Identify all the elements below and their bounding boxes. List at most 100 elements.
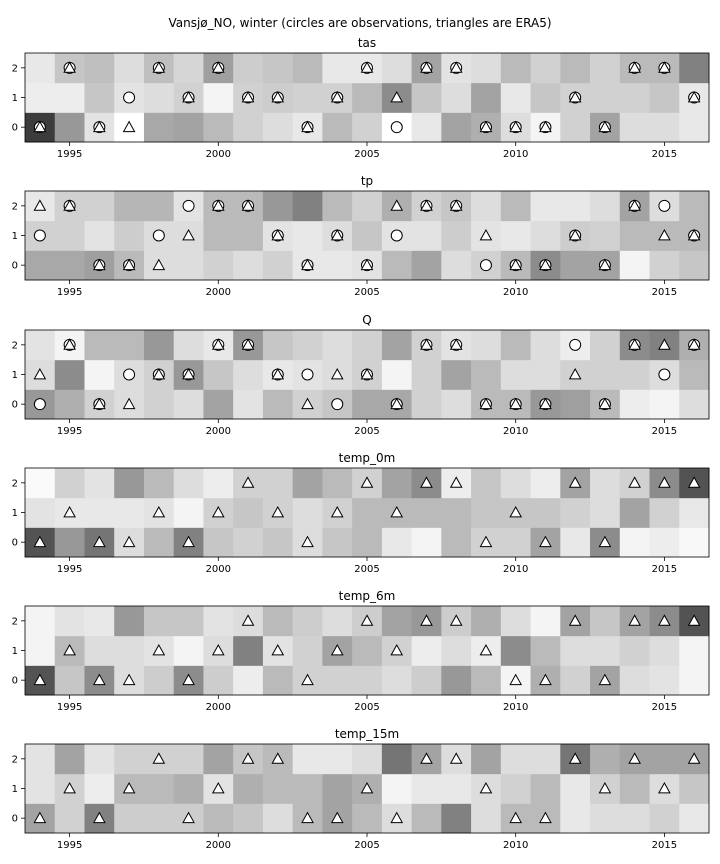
heatmap-cell bbox=[649, 635, 680, 666]
x-tick-label: 2015 bbox=[652, 426, 677, 437]
era5-triangle bbox=[449, 614, 463, 626]
heatmap-cell bbox=[352, 191, 383, 222]
heatmap-cell bbox=[173, 635, 204, 666]
heatmap-cell bbox=[679, 527, 710, 558]
heatmap-cell bbox=[322, 665, 353, 696]
observation-circle bbox=[301, 368, 314, 381]
x-tick-label: 2000 bbox=[206, 149, 231, 160]
heatmap-cell bbox=[500, 606, 532, 637]
heatmap-cell bbox=[560, 497, 591, 528]
heatmap-cell bbox=[84, 330, 115, 361]
era5-triangle bbox=[271, 228, 285, 241]
heatmap-cell bbox=[649, 250, 680, 281]
heatmap-cell bbox=[590, 635, 621, 666]
heatmap-cell bbox=[173, 250, 204, 281]
era5-triangle bbox=[568, 90, 582, 103]
heatmap-cell bbox=[590, 191, 621, 222]
x-tick-label: 2005 bbox=[354, 702, 379, 713]
heatmap-cell bbox=[411, 665, 442, 696]
heatmap-cell bbox=[500, 468, 532, 499]
era5-triangle bbox=[390, 811, 404, 824]
heatmap-cell bbox=[530, 606, 561, 637]
era5-triangle bbox=[539, 811, 552, 824]
y-tick-label: 2 bbox=[12, 754, 18, 765]
x-tick-label: 1995 bbox=[57, 840, 82, 851]
era5-triangle bbox=[211, 338, 225, 350]
heatmap-cell bbox=[54, 606, 85, 637]
heatmap-cell bbox=[143, 191, 175, 222]
heatmap-cell bbox=[590, 803, 621, 834]
era5-triangle bbox=[182, 367, 195, 380]
heatmap-cell bbox=[84, 220, 115, 251]
heatmap-cell bbox=[292, 773, 323, 804]
era5-triangle bbox=[658, 614, 671, 626]
heatmap-cell bbox=[471, 606, 502, 637]
heatmap-cell bbox=[203, 250, 234, 281]
era5-triangle bbox=[152, 752, 166, 764]
y-tick-label: 0 bbox=[12, 400, 18, 411]
heatmap-cell bbox=[352, 389, 383, 420]
heatmap-cell bbox=[471, 497, 502, 528]
heatmap-cell bbox=[25, 330, 56, 361]
heatmap-cell bbox=[203, 606, 234, 637]
heatmap-cell bbox=[173, 468, 204, 499]
era5-triangle bbox=[301, 811, 314, 824]
heatmap-cell bbox=[352, 330, 383, 361]
heatmap-cell bbox=[619, 773, 651, 804]
heatmap-cell bbox=[381, 330, 413, 361]
heatmap-cell bbox=[560, 191, 591, 222]
era5-triangle bbox=[568, 614, 582, 626]
era5-triangle bbox=[301, 673, 314, 686]
heatmap-cell bbox=[322, 606, 353, 637]
heatmap-cell bbox=[143, 606, 175, 637]
heatmap-cell bbox=[233, 635, 264, 666]
era5-triangle bbox=[539, 258, 552, 271]
heatmap-cell bbox=[203, 468, 234, 499]
heatmap-cell bbox=[381, 468, 413, 499]
heatmap-cell bbox=[25, 773, 56, 804]
heatmap-cell bbox=[262, 773, 294, 804]
heatmap-cell bbox=[619, 389, 651, 420]
heatmap-cell bbox=[84, 468, 115, 499]
heatmap-cell bbox=[441, 635, 472, 666]
heatmap-cell bbox=[649, 803, 680, 834]
era5-triangle bbox=[420, 199, 433, 211]
heatmap-cell bbox=[590, 468, 621, 499]
heatmap-cell bbox=[143, 527, 175, 558]
heatmap-cell bbox=[441, 250, 472, 281]
era5-triangle bbox=[271, 90, 285, 103]
era5-triangle bbox=[568, 476, 582, 488]
heatmap-cell bbox=[54, 220, 85, 251]
heatmap-cell bbox=[530, 468, 561, 499]
x-tick-label: 2010 bbox=[503, 840, 528, 851]
heatmap-cell bbox=[54, 112, 85, 143]
era5-triangle bbox=[658, 781, 671, 794]
heatmap-cell bbox=[262, 803, 294, 834]
era5-triangle bbox=[122, 397, 136, 410]
era5-triangle bbox=[479, 535, 493, 548]
era5-triangle bbox=[211, 781, 225, 794]
heatmap-cell bbox=[500, 220, 532, 251]
era5-triangle bbox=[479, 397, 493, 410]
heatmap-cell bbox=[471, 665, 502, 696]
heatmap-cell bbox=[500, 82, 532, 113]
era5-triangle bbox=[568, 752, 582, 764]
heatmap-cell bbox=[54, 803, 85, 834]
x-tick-label: 2000 bbox=[206, 287, 231, 298]
heatmap-cell bbox=[381, 744, 413, 775]
era5-triangle bbox=[449, 338, 463, 350]
heatmap-cell bbox=[203, 803, 234, 834]
heatmap-cell bbox=[352, 665, 383, 696]
heatmap-cell bbox=[649, 389, 680, 420]
era5-triangle bbox=[182, 228, 195, 241]
heatmap-cell bbox=[233, 527, 264, 558]
x-tick-label: 2010 bbox=[503, 149, 528, 160]
x-tick-label: 2005 bbox=[354, 840, 379, 851]
x-tick-label: 2010 bbox=[503, 702, 528, 713]
heatmap-cell bbox=[114, 53, 145, 84]
era5-triangle bbox=[509, 673, 523, 686]
heatmap-cell bbox=[411, 527, 442, 558]
heatmap-cell bbox=[441, 497, 472, 528]
x-tick-label: 2005 bbox=[354, 287, 379, 298]
heatmap-cell bbox=[411, 389, 442, 420]
